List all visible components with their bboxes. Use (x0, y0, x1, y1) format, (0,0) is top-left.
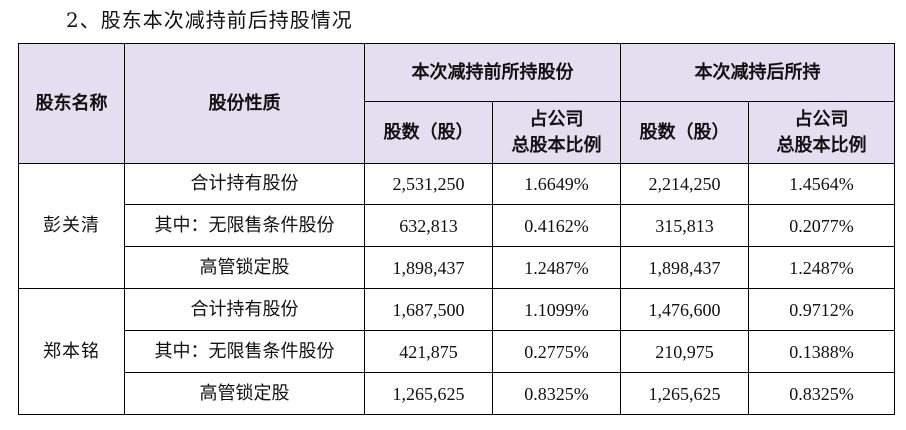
shareholding-table: 股东名称 股份性质 本次减持前所持股份 本次减持后所持 股数（股） 占公司 总股… (18, 43, 895, 415)
share-nature-cell: 高管锁定股 (124, 372, 365, 415)
share-nature-cell: 其中：无限售条件股份 (124, 330, 365, 373)
table-row: 高管锁定股 1,898,437 1.2487% 1,898,437 1.2487… (19, 246, 895, 289)
share-nature-cell: 其中：无限售条件股份 (124, 204, 365, 247)
header-after-reduction: 本次减持后所持 (620, 43, 895, 102)
after-shares-cell: 1,265,625 (620, 372, 749, 415)
shareholder-name: 彭关清 (18, 163, 125, 289)
before-shares-cell: 421,875 (364, 330, 493, 373)
after-shares-cell: 1,898,437 (620, 246, 749, 289)
before-shares-cell: 1,265,625 (364, 372, 493, 415)
share-nature-cell: 合计持有股份 (124, 163, 365, 205)
table-row: 其中：无限售条件股份 421,875 0.2775% 210,975 0.138… (19, 330, 895, 373)
before-ratio-cell: 1.6649% (492, 163, 621, 205)
header-before-ratio-line1: 占公司 (529, 108, 584, 130)
share-nature-cell: 合计持有股份 (124, 288, 365, 331)
table-row: 彭关清 合计持有股份 2,531,250 1.6649% 2,214,250 1… (18, 163, 895, 289)
shareholder-name: 郑本铭 (18, 288, 125, 415)
after-ratio-cell: 1.2487% (748, 246, 895, 289)
after-ratio-cell: 0.8325% (748, 372, 895, 415)
before-ratio-cell: 1.2487% (492, 246, 621, 289)
after-ratio-cell: 0.2077% (748, 204, 895, 247)
after-shares-cell: 1,476,600 (620, 288, 749, 331)
before-shares-cell: 1,687,500 (364, 288, 493, 331)
header-before-ratio: 占公司 总股本比例 (492, 101, 621, 164)
after-ratio-cell: 1.4564% (748, 163, 895, 205)
before-ratio-cell: 1.1099% (492, 288, 621, 331)
table-row: 郑本铭 合计持有股份 1,687,500 1.1099% 1,476,600 0… (18, 288, 895, 415)
section-title: 2、股东本次减持前后持股情况 (66, 8, 353, 32)
header-after-shares: 股数（股） (620, 101, 749, 164)
after-ratio-cell: 0.9712% (748, 288, 895, 331)
before-shares-cell: 1,898,437 (364, 246, 493, 289)
header-before-ratio-line2: 总股本比例 (511, 134, 602, 156)
after-ratio-cell: 0.1388% (748, 330, 895, 373)
before-ratio-cell: 0.8325% (492, 372, 621, 415)
table-row: 高管锁定股 1,265,625 0.8325% 1,265,625 0.8325… (19, 372, 895, 415)
before-shares-cell: 2,531,250 (364, 163, 493, 205)
header-after-ratio-line2: 总股本比例 (776, 134, 867, 156)
after-shares-cell: 315,813 (620, 204, 749, 247)
before-ratio-cell: 0.2775% (492, 330, 621, 373)
header-shareholder-name: 股东名称 (18, 43, 125, 164)
table-row: 其中：无限售条件股份 632,813 0.4162% 315,813 0.207… (19, 204, 895, 247)
header-after-ratio-line1: 占公司 (794, 108, 849, 130)
header-share-nature: 股份性质 (124, 43, 365, 164)
header-before-shares: 股数（股） (364, 101, 493, 164)
after-shares-cell: 2,214,250 (620, 163, 749, 205)
before-shares-cell: 632,813 (364, 204, 493, 247)
after-shares-cell: 210,975 (620, 330, 749, 373)
before-ratio-cell: 0.4162% (492, 204, 621, 247)
share-nature-cell: 高管锁定股 (124, 246, 365, 289)
header-before-reduction: 本次减持前所持股份 (364, 43, 621, 102)
header-after-ratio: 占公司 总股本比例 (748, 101, 895, 164)
